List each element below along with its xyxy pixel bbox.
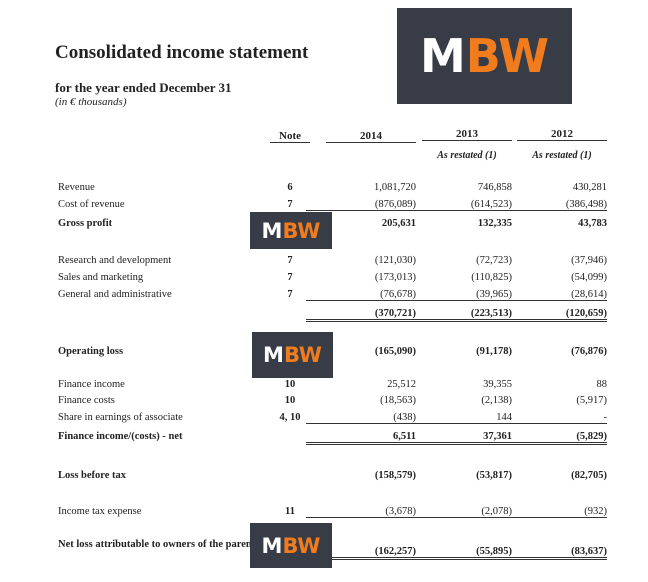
mbw-logo: M BW: [397, 8, 572, 104]
row-value: (932): [497, 506, 607, 518]
row-value: (2,138): [481, 395, 512, 406]
row-value: (28,614): [497, 289, 607, 301]
row-label: Revenue: [58, 182, 95, 193]
row-note: 6: [287, 182, 293, 193]
row-note: 7: [287, 289, 293, 300]
page-title: Consolidated income statement: [55, 42, 309, 63]
table-row: Net loss attributable to owners of the p…: [0, 539, 648, 562]
row-value: (82,705): [571, 470, 607, 481]
row-value: (121,030): [374, 255, 416, 266]
row-label: Finance costs: [58, 395, 115, 406]
row-note: 7: [287, 272, 293, 283]
row-value: (76,876): [571, 346, 607, 357]
row-note: 10: [284, 395, 296, 406]
table-row: Gross profit 205,631 132,335 43,783: [0, 218, 648, 234]
row-value: -: [497, 412, 607, 424]
table-row: Operating loss (165,090) (91,178) (76,876): [0, 346, 648, 362]
row-value: (37,946): [571, 255, 607, 266]
row-label: Cost of revenue: [58, 199, 125, 210]
table-row: Income tax expense 11 (3,678) (2,078) (932): [0, 506, 648, 522]
row-value: 205,631: [381, 218, 416, 229]
row-value: 144: [402, 412, 512, 424]
row-value: (614,523): [402, 199, 512, 211]
row-value: (54,099): [571, 272, 607, 283]
row-value: (72,723): [476, 255, 512, 266]
row-note: 11: [285, 506, 295, 517]
restated-label-2013: As restated (1): [437, 150, 497, 161]
row-value: (120,659): [497, 308, 607, 322]
mbw-watermark: M BW: [250, 212, 332, 249]
year-header-2013: 2013: [422, 128, 512, 141]
row-value: 43,783: [578, 218, 607, 229]
row-label: Loss before tax: [58, 470, 127, 481]
row-value: 39,355: [483, 379, 512, 390]
row-value: (386,498): [497, 199, 607, 211]
row-value: (876,089): [306, 199, 416, 211]
row-label: Finance income: [58, 379, 125, 390]
row-label: Sales and marketing: [58, 272, 144, 283]
table-row: Finance costs 10 (18,563) (2,138) (5,917): [0, 395, 648, 411]
row-note: 7: [287, 199, 293, 210]
row-value: (55,895): [402, 546, 512, 560]
row-label: General and administrative: [58, 289, 172, 300]
row-value: (53,817): [476, 470, 512, 481]
mbw-watermark: M BW: [252, 332, 333, 378]
table-row: General and administrative 7 (76,678) (39,9…: [0, 289, 648, 305]
row-value: 37,361: [402, 431, 512, 445]
row-value: (173,013): [374, 272, 416, 283]
row-label: Operating loss: [58, 346, 124, 357]
year-header-2014: 2014: [326, 130, 416, 143]
row-label: Share in earnings of associate: [58, 412, 183, 423]
row-value: (18,563): [380, 395, 416, 406]
row-value: 25,512: [387, 379, 416, 390]
table-row: (370,721) (223,513) (120,659): [0, 308, 648, 324]
row-value: 746,858: [477, 182, 512, 193]
row-value: (3,678): [306, 506, 416, 518]
row-label: Research and development: [58, 255, 172, 266]
row-value: (223,513): [402, 308, 512, 322]
period-subtitle: for the year ended December 31: [55, 80, 232, 95]
row-note: 4, 10: [279, 412, 301, 423]
row-value: 88: [596, 379, 608, 390]
row-label: Finance income/(costs) - net: [58, 431, 183, 442]
note-header: Note: [270, 130, 310, 143]
row-value: 132,335: [477, 218, 512, 229]
row-value: (91,178): [476, 346, 512, 357]
row-value: (2,078): [402, 506, 512, 518]
row-value: (83,637): [497, 546, 607, 560]
row-value: 6,511: [306, 431, 416, 445]
row-value: (438): [306, 412, 416, 424]
unit-note: (in € thousands): [55, 96, 127, 108]
table-row: Finance income 10 25,512 39,355 88: [0, 379, 648, 395]
table-row: Finance income/(costs) - net 6,511 37,361(…: [0, 431, 648, 447]
row-value: 1,081,720: [374, 182, 416, 193]
row-label: Net loss attributable to owners of the p…: [58, 539, 256, 550]
table-row: Cost of revenue 7 (876,089) (614,523) (386,4…: [0, 199, 648, 215]
row-label: Income tax expense: [58, 506, 142, 517]
table-row: Revenue 6 1,081,720 746,858 430,281: [0, 182, 648, 198]
row-note: 7: [287, 255, 293, 266]
row-value: (165,090): [374, 346, 416, 357]
table-row: Loss before tax (158,579) (53,817) (82,705): [0, 470, 648, 486]
row-value: (162,257): [306, 546, 416, 560]
row-value: (370,721): [306, 308, 416, 322]
restated-label-2012: As restated (1): [532, 150, 592, 161]
table-row: Research and development 7 (121,030) (72,72…: [0, 255, 648, 271]
row-value: (110,825): [471, 272, 512, 283]
row-value: 430,281: [572, 182, 607, 193]
row-value: (158,579): [374, 470, 416, 481]
row-value: (76,678): [306, 289, 416, 301]
row-label: Gross profit: [58, 218, 113, 229]
row-value: (39,965): [402, 289, 512, 301]
row-note: 10: [284, 379, 296, 390]
row-value: (5,917): [576, 395, 607, 406]
table-row: Sales and marketing 7 (173,013) (110,825) (5…: [0, 272, 648, 288]
row-value: (5,829): [497, 431, 607, 445]
mbw-watermark: M BW: [250, 523, 332, 568]
year-header-2012: 2012: [517, 128, 607, 141]
table-row: Share in earnings of associate 4, 10 (438)…: [0, 412, 648, 428]
